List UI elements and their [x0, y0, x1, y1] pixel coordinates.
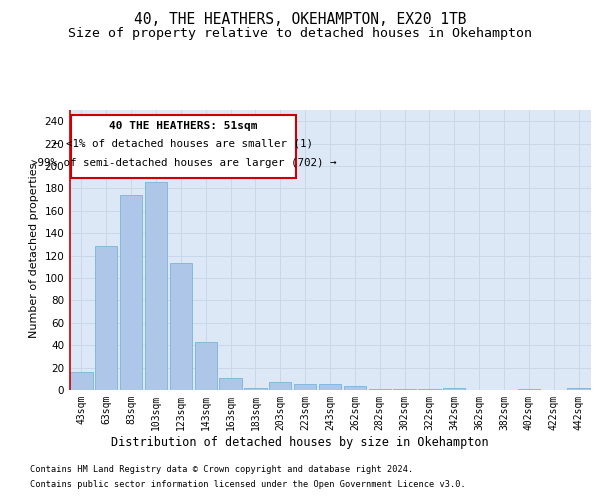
Text: Size of property relative to detached houses in Okehampton: Size of property relative to detached ho…	[68, 28, 532, 40]
Text: 40, THE HEATHERS, OKEHAMPTON, EX20 1TB: 40, THE HEATHERS, OKEHAMPTON, EX20 1TB	[134, 12, 466, 28]
Text: Contains HM Land Registry data © Crown copyright and database right 2024.: Contains HM Land Registry data © Crown c…	[30, 465, 413, 474]
Text: >99% of semi-detached houses are larger (702) →: >99% of semi-detached houses are larger …	[31, 158, 336, 168]
Bar	[194, 342, 217, 390]
Y-axis label: Number of detached properties: Number of detached properties	[29, 162, 39, 338]
Bar	[220, 378, 242, 390]
Bar	[244, 388, 266, 390]
Bar	[568, 388, 590, 390]
Bar	[269, 382, 292, 390]
Bar	[95, 246, 118, 390]
Bar	[294, 384, 316, 390]
Bar	[418, 389, 440, 390]
Bar	[319, 384, 341, 390]
Text: ← <1% of detached houses are smaller (1): ← <1% of detached houses are smaller (1)	[53, 139, 313, 149]
Text: 40 THE HEATHERS: 51sqm: 40 THE HEATHERS: 51sqm	[109, 121, 257, 131]
Bar	[70, 372, 92, 390]
Bar	[344, 386, 366, 390]
Bar	[120, 195, 142, 390]
Bar	[394, 389, 416, 390]
Bar	[443, 388, 466, 390]
Text: Contains public sector information licensed under the Open Government Licence v3: Contains public sector information licen…	[30, 480, 466, 489]
Bar	[518, 389, 540, 390]
Bar	[368, 389, 391, 390]
Bar	[170, 264, 192, 390]
Text: Distribution of detached houses by size in Okehampton: Distribution of detached houses by size …	[111, 436, 489, 449]
Bar	[145, 182, 167, 390]
